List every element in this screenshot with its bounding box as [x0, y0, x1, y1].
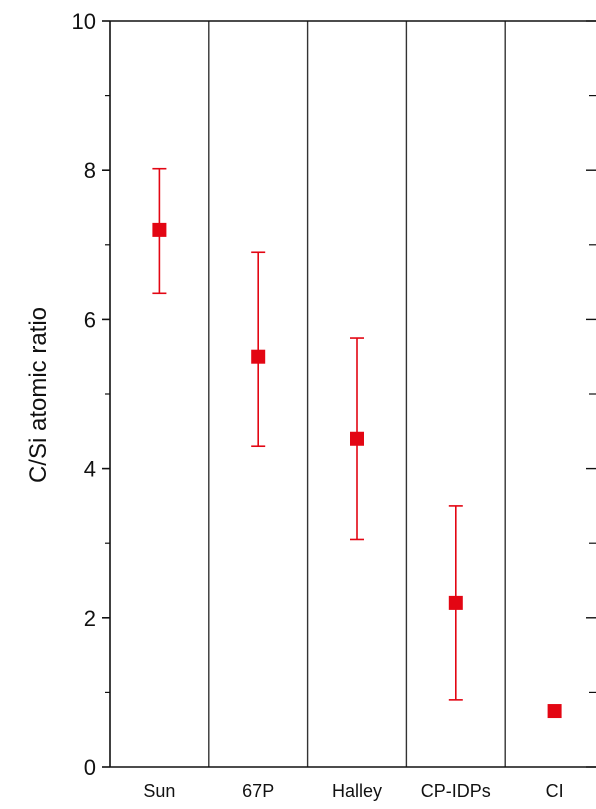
data-point	[251, 349, 266, 364]
y-tick-label: 0	[84, 755, 96, 780]
y-tick-label: 4	[84, 457, 96, 482]
x-tick-label: CP-IDPs	[421, 781, 491, 801]
x-axis-labels: Sun 67P Halley CP-IDPs CI	[143, 781, 563, 801]
x-tick-label: Halley	[332, 781, 382, 801]
y-tick-label: 2	[84, 606, 96, 631]
category-dividers	[208, 21, 506, 767]
data-marks	[152, 167, 562, 719]
y-axis: 0 2 4 6 8 10	[72, 9, 596, 780]
x-tick-label: 67P	[242, 781, 274, 801]
y-tick-label: 6	[84, 307, 96, 332]
y-axis-title: C/Si atomic ratio	[25, 307, 52, 483]
data-point	[448, 595, 463, 610]
data-point	[350, 431, 364, 446]
x-tick-label: CI	[546, 781, 564, 801]
data-point	[152, 222, 167, 237]
y-tick-label: 8	[84, 158, 96, 183]
y-tick-label: 10	[72, 9, 96, 34]
data-point	[547, 704, 562, 719]
x-tick-label: Sun	[143, 781, 175, 801]
